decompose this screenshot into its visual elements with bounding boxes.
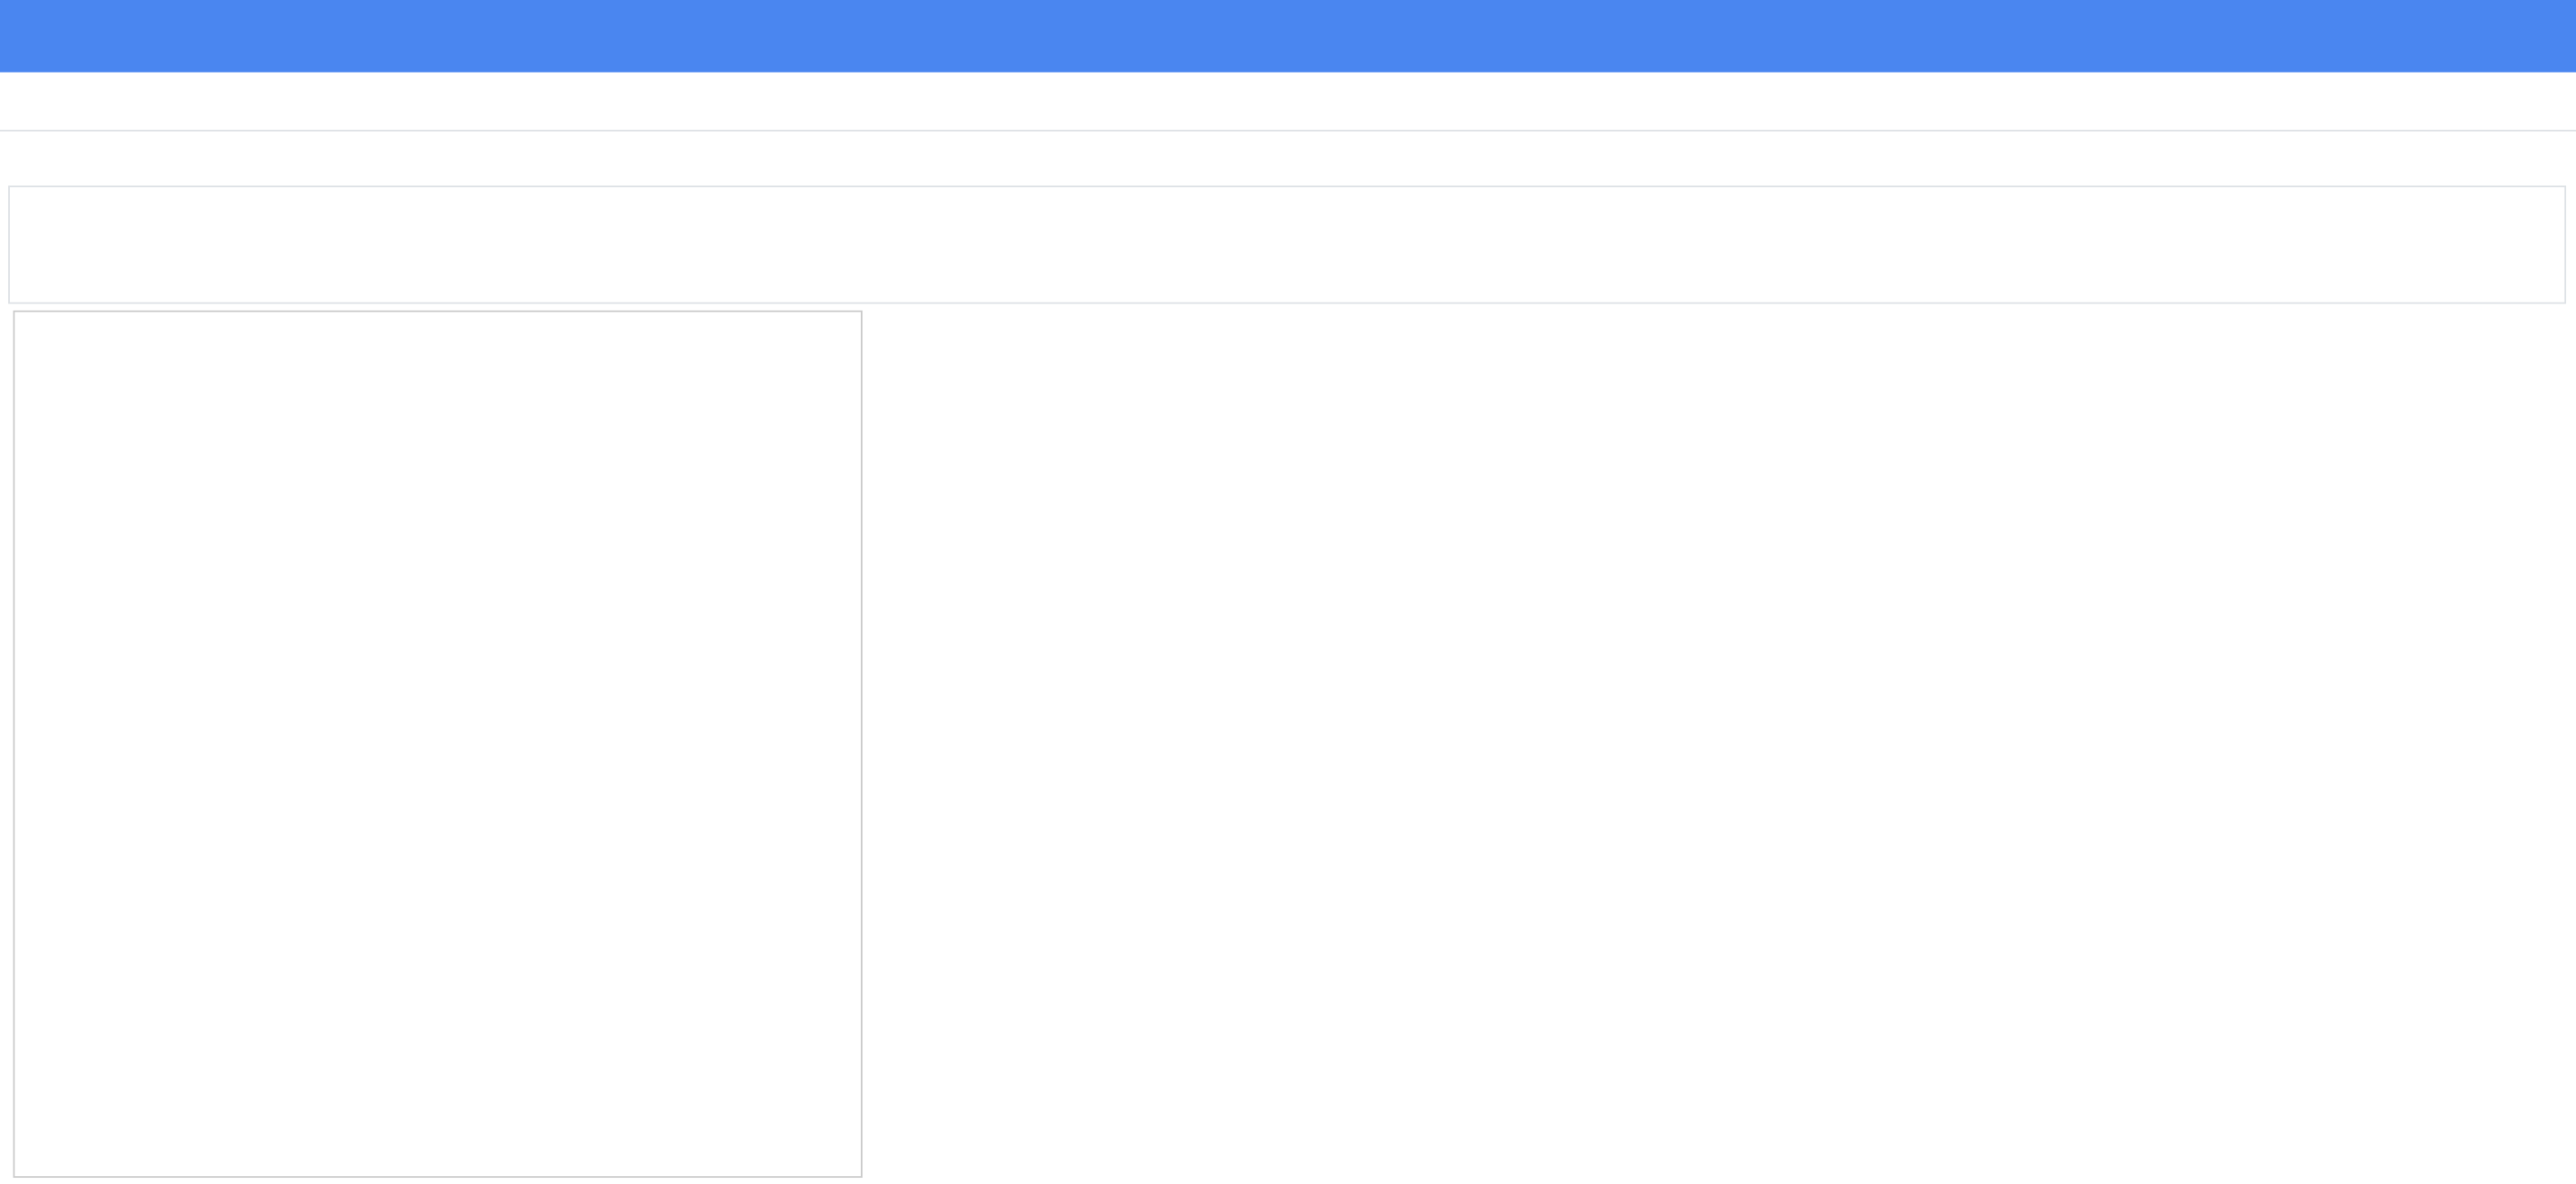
graph (15, 312, 861, 1176)
graph-panel (13, 310, 863, 1179)
params (8, 185, 2566, 304)
navbar (0, 0, 2576, 72)
tabs (0, 72, 2576, 132)
subtabs (6, 132, 2569, 186)
